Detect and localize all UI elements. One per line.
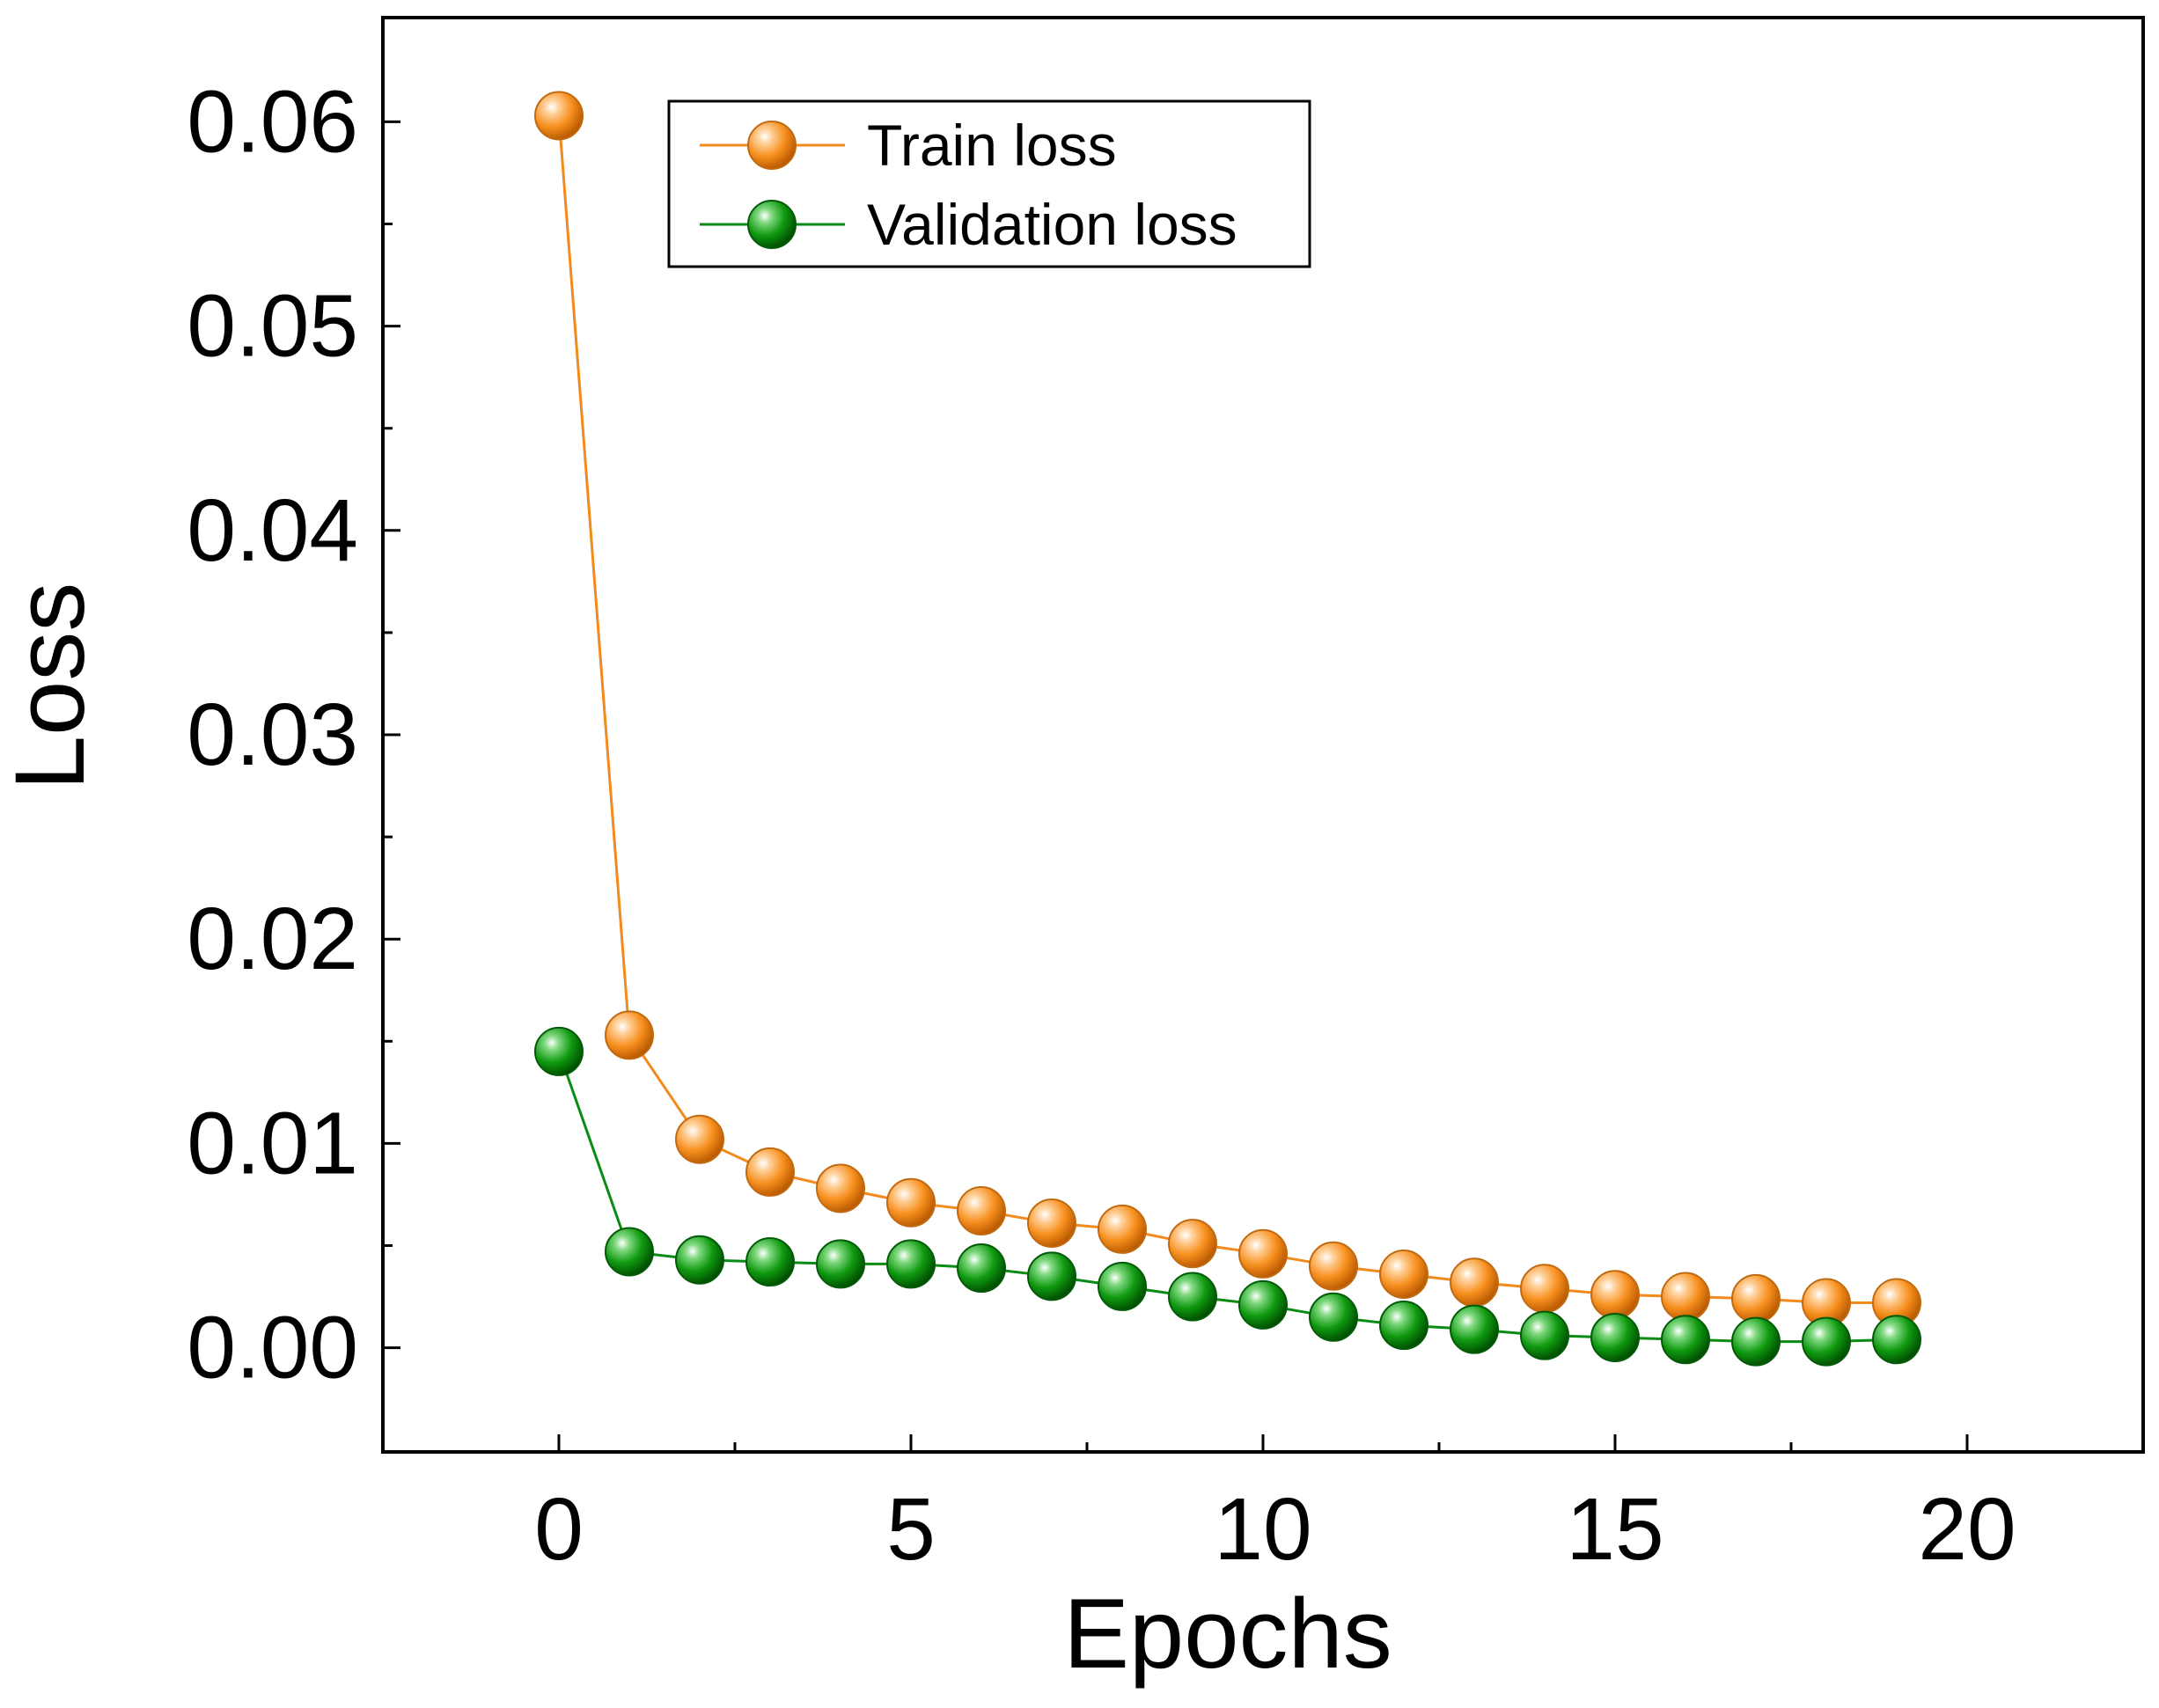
legend-validation-label: Validation loss	[867, 192, 1237, 257]
data-point	[957, 1243, 1006, 1294]
data-point	[1731, 1273, 1781, 1323]
data-point	[886, 1177, 936, 1228]
data-point	[1098, 1261, 1147, 1311]
data-point	[1661, 1315, 1710, 1365]
y-axis-label: Loss	[0, 583, 105, 791]
data-point	[1590, 1270, 1640, 1320]
data-point	[1379, 1249, 1428, 1299]
data-point	[1027, 1251, 1076, 1301]
y-tick-label: 0.05	[187, 277, 358, 376]
legend-train-marker	[747, 121, 797, 170]
y-tick-label: 0.03	[187, 685, 358, 784]
series-line	[557, 115, 1897, 1304]
data-point	[1520, 1310, 1569, 1360]
data-point	[1238, 1279, 1288, 1330]
data-point	[605, 1010, 654, 1060]
x-tick-label: 0	[534, 1480, 584, 1579]
data-point	[1872, 1315, 1921, 1365]
legend-validation-marker	[747, 200, 797, 249]
data-point	[1309, 1292, 1358, 1342]
y-tick-label: 0.01	[187, 1094, 358, 1192]
series-train-loss	[534, 91, 1921, 1328]
data-point	[816, 1163, 865, 1213]
data-point	[1731, 1316, 1781, 1367]
x-tick-label: 20	[1918, 1480, 2016, 1579]
legend: Train loss Validation loss	[667, 99, 1311, 268]
data-point	[957, 1186, 1006, 1236]
legend-item-train: Train loss	[700, 113, 1117, 178]
data-point	[1168, 1219, 1217, 1269]
data-point	[534, 1026, 584, 1076]
x-axis: 0 5 10 15 20	[534, 1434, 2016, 1579]
data-point	[886, 1239, 936, 1289]
data-point	[1661, 1272, 1710, 1322]
data-point	[1520, 1264, 1569, 1314]
data-point	[1027, 1198, 1076, 1248]
series-validation-loss	[534, 1026, 1921, 1367]
y-axis: 0.00 0.01 0.02 0.03 0.04 0.05 0.06	[187, 72, 400, 1397]
data-point	[1450, 1304, 1499, 1354]
data-point	[675, 1235, 724, 1285]
data-point	[1450, 1257, 1499, 1308]
data-point	[745, 1147, 795, 1197]
data-point	[1238, 1228, 1288, 1279]
data-point	[1590, 1312, 1640, 1362]
series-layer	[534, 91, 1921, 1367]
data-point	[1802, 1316, 1851, 1367]
data-point	[675, 1114, 724, 1164]
y-tick-label: 0.06	[187, 72, 358, 171]
data-point	[1168, 1272, 1217, 1322]
y-tick-label: 0.04	[187, 481, 358, 580]
data-point	[1379, 1301, 1428, 1351]
legend-train-label: Train loss	[867, 113, 1117, 178]
x-tick-label: 5	[886, 1480, 936, 1579]
data-point	[1098, 1204, 1147, 1254]
x-tick-label: 10	[1214, 1480, 1311, 1579]
data-point	[605, 1227, 654, 1277]
y-tick-label: 0.02	[187, 890, 358, 988]
data-point	[745, 1237, 795, 1287]
data-point	[816, 1239, 865, 1289]
x-tick-label: 15	[1566, 1480, 1663, 1579]
x-axis-label: Epochs	[1063, 1579, 1392, 1689]
y-tick-label: 0.00	[187, 1299, 358, 1397]
data-point	[534, 91, 584, 141]
data-point	[1309, 1241, 1358, 1291]
legend-item-validation: Validation loss	[700, 192, 1237, 257]
